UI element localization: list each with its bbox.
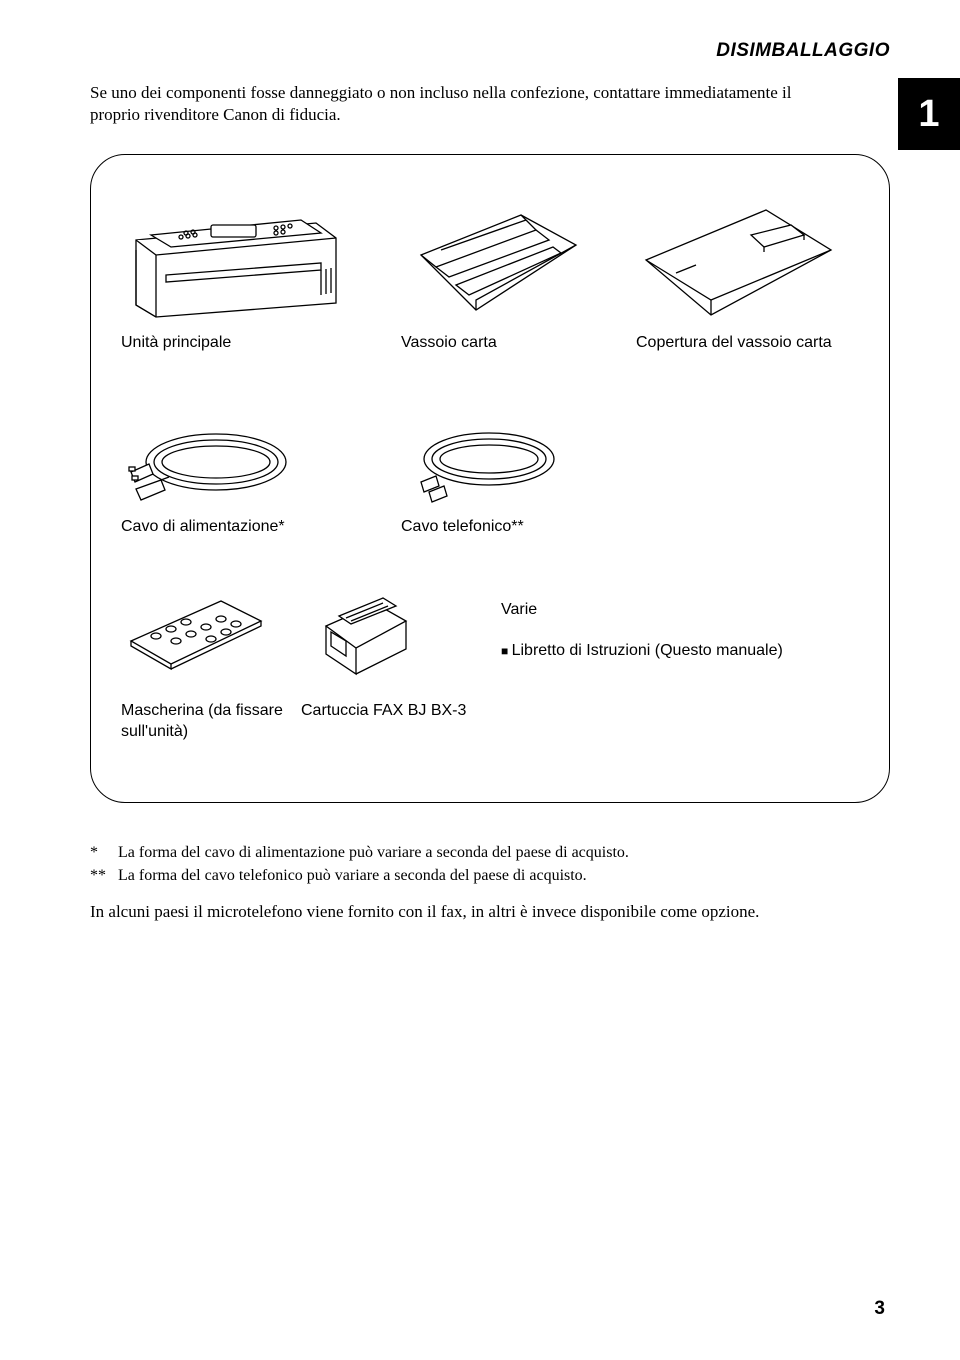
tray-cover-label: Copertura del vassoio carta [636,333,856,354]
footnote-marker: ** [90,866,118,887]
page-number: 3 [874,1298,885,1320]
cartridge-illustration [301,586,481,681]
main-unit-label: Unità principale [121,333,401,354]
component-row: Cavo di alimentazione* Cavo telefonico** [121,414,859,538]
footnotes: * La forma del cavo di alimentazione può… [90,843,890,887]
components-panel: Unità principale Vassoio carta [90,154,890,803]
varie-item: Libretto di Istruzioni (Questo manuale) [501,637,859,666]
intro-paragraph: Se uno dei componenti fosse danneggiato … [90,82,890,126]
chapter-tab: 1 [898,78,960,150]
main-unit-illustration [121,195,401,325]
phone-cable-illustration [401,414,636,509]
footnote-text: La forma del cavo telefonico può variare… [118,866,587,887]
component-row: Unità principale Vassoio carta [121,195,859,354]
mask-illustration [121,586,301,676]
footnote-text: La forma del cavo di alimentazione può v… [118,843,629,864]
component-row: Mascherina (da fissare sull'unità) Cartu… [121,701,859,743]
power-cable-illustration [121,414,401,509]
paper-tray-illustration [401,195,636,325]
section-title: DISIMBALLAGGIO [90,40,890,62]
closing-paragraph: In alcuni paesi il microtelefono viene f… [90,901,890,923]
tray-cover-illustration [636,195,856,325]
varie-title: Varie [501,596,859,625]
phone-cable-label: Cavo telefonico** [401,517,636,538]
footnote-marker: * [90,843,118,864]
mask-label: Mascherina (da fissare sull'unità) [121,701,301,743]
cartridge-label: Cartuccia FAX BJ BX-3 [301,701,581,722]
power-cable-label: Cavo di alimentazione* [121,517,401,538]
paper-tray-label: Vassoio carta [401,333,636,354]
component-row: Varie Libretto di Istruzioni (Questo man… [121,586,859,681]
